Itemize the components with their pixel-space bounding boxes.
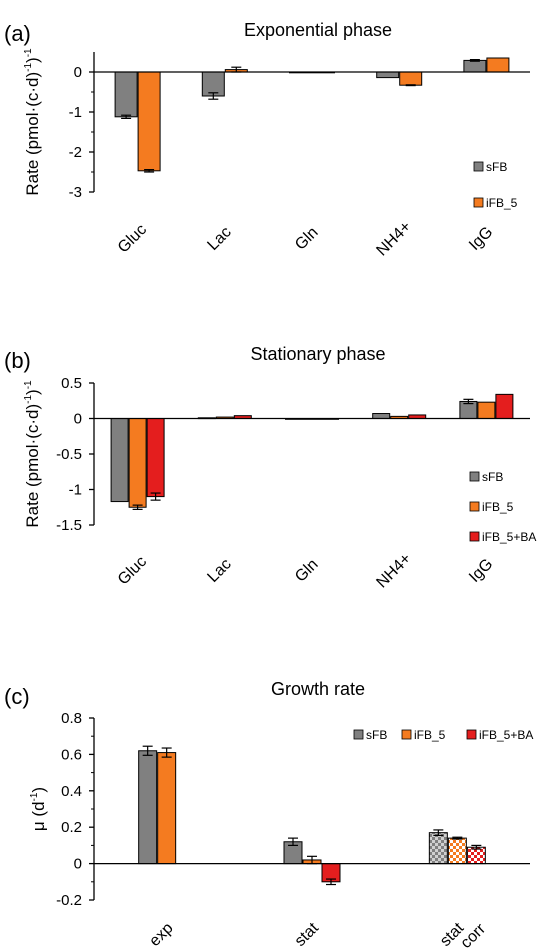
x-tick-label: stat [292, 919, 323, 950]
legend-swatch-0 [353, 729, 364, 740]
legend-swatch-0 [473, 161, 484, 172]
x-tick-label: Gluc [115, 553, 150, 588]
x-tick-label: NH4+ [373, 550, 414, 591]
y-tick-label: -0.5 [56, 446, 82, 463]
x-tick-label: IgG [466, 556, 496, 586]
x-tick-label: Lac [204, 224, 234, 254]
bar-sFB-0 [110, 418, 129, 503]
y-tick-label: -3 [69, 184, 82, 201]
y-tick-label: 0.4 [61, 783, 82, 800]
legend-label-0: sFB [482, 470, 503, 484]
bar-iFB_5+BA-0 [146, 418, 165, 498]
legend-label-0: sFB [366, 728, 387, 742]
x-tick-label: Lac [204, 556, 234, 586]
y-tick-label: 0 [74, 411, 82, 428]
bar-iFB_5-0 [128, 418, 147, 508]
legend-label-1: iFB_5 [482, 500, 514, 514]
bar-iFB_5-4 [486, 57, 510, 73]
legend: sFB iFB_5 iFB_5+BA [469, 470, 536, 544]
y-tick-label: 0.5 [61, 375, 82, 392]
bar-iFB_5-0 [157, 752, 177, 865]
legend: sFB iFB_5 [473, 160, 518, 210]
y-tick-label: 0.2 [61, 819, 82, 836]
panel-label: (a) [4, 21, 31, 46]
legend-swatch-0 [469, 471, 480, 482]
x-tick-label: statcorr [437, 909, 490, 952]
bar-iFB_5-4 [477, 401, 496, 420]
bar-iFB_5-0 [137, 71, 161, 172]
legend-label-0: sFB [486, 160, 507, 174]
legend-label-2: iFB_5+BA [479, 728, 533, 742]
legend-swatch-1 [473, 197, 484, 208]
legend: sFB iFB_5 iFB_5+BA [353, 728, 533, 742]
chart-title: Stationary phase [250, 344, 385, 364]
chart-title: Exponential phase [244, 20, 392, 40]
legend-label-2: iFB_5+BA [482, 530, 536, 544]
x-tick-label: NH4+ [373, 218, 414, 259]
bar-sFB-0 [114, 71, 138, 118]
legend-swatch-2 [469, 531, 480, 542]
bar-iFB_5-3 [399, 71, 423, 86]
legend-label-1: iFB_5 [414, 728, 446, 742]
bar-iFB_5+BA-4 [495, 393, 514, 419]
y-tick-label: 0.8 [61, 710, 82, 727]
panel-label: (c) [4, 684, 30, 709]
x-tick-label: IgG [466, 224, 496, 254]
y-axis-label: Rate (pmol·(c·d)-1)-1 [23, 48, 42, 196]
bar-sFB-3 [376, 71, 400, 79]
y-tick-label: -2 [69, 144, 82, 161]
y-tick-label: -0.2 [56, 892, 82, 909]
chart-panel-1: (b) Stationary phase 0.5 0 -0.5 -1 -1.5 Rate (p… [4, 344, 536, 591]
y-tick-label: -1 [69, 482, 82, 499]
x-tick-label: Gluc [115, 221, 150, 256]
bar-sFB-2 [428, 832, 448, 865]
y-tick-label: -1 [69, 104, 82, 121]
legend-swatch-1 [401, 729, 412, 740]
legend-swatch-2 [466, 729, 477, 740]
legend-swatch-1 [469, 501, 480, 512]
bar-sFB-4 [463, 59, 487, 73]
bar-sFB-0 [138, 750, 158, 865]
y-tick-label: -1.5 [56, 517, 82, 534]
chart-title: Growth rate [271, 679, 365, 699]
bar-iFB_5+BA-2 [466, 846, 486, 865]
x-tick-label: Gln [292, 224, 322, 254]
x-tick-label: Gln [292, 556, 322, 586]
y-axis-label: Rate (pmol·(c·d)-1)-1 [23, 380, 42, 528]
y-tick-label: 0 [74, 64, 82, 81]
panel-label: (b) [4, 348, 31, 373]
legend-label-1: iFB_5 [486, 196, 518, 210]
y-tick-label: 0 [74, 856, 82, 873]
chart-panel-2: (c) Growth rate 0.8 0.6 0.4 0.2 0 -0.2 μ (d-1) ex… [4, 679, 533, 952]
bar-sFB-3 [372, 413, 391, 419]
y-tick-label: 0.6 [61, 746, 82, 763]
bar-iFB_5-2 [447, 837, 467, 865]
x-tick-label: exp [146, 920, 176, 950]
chart-panel-0: (a) Exponential phase 0 -1 -2 -3 Rate (pmol·(c… [4, 20, 530, 259]
y-axis-label: μ (d-1) [29, 787, 48, 831]
